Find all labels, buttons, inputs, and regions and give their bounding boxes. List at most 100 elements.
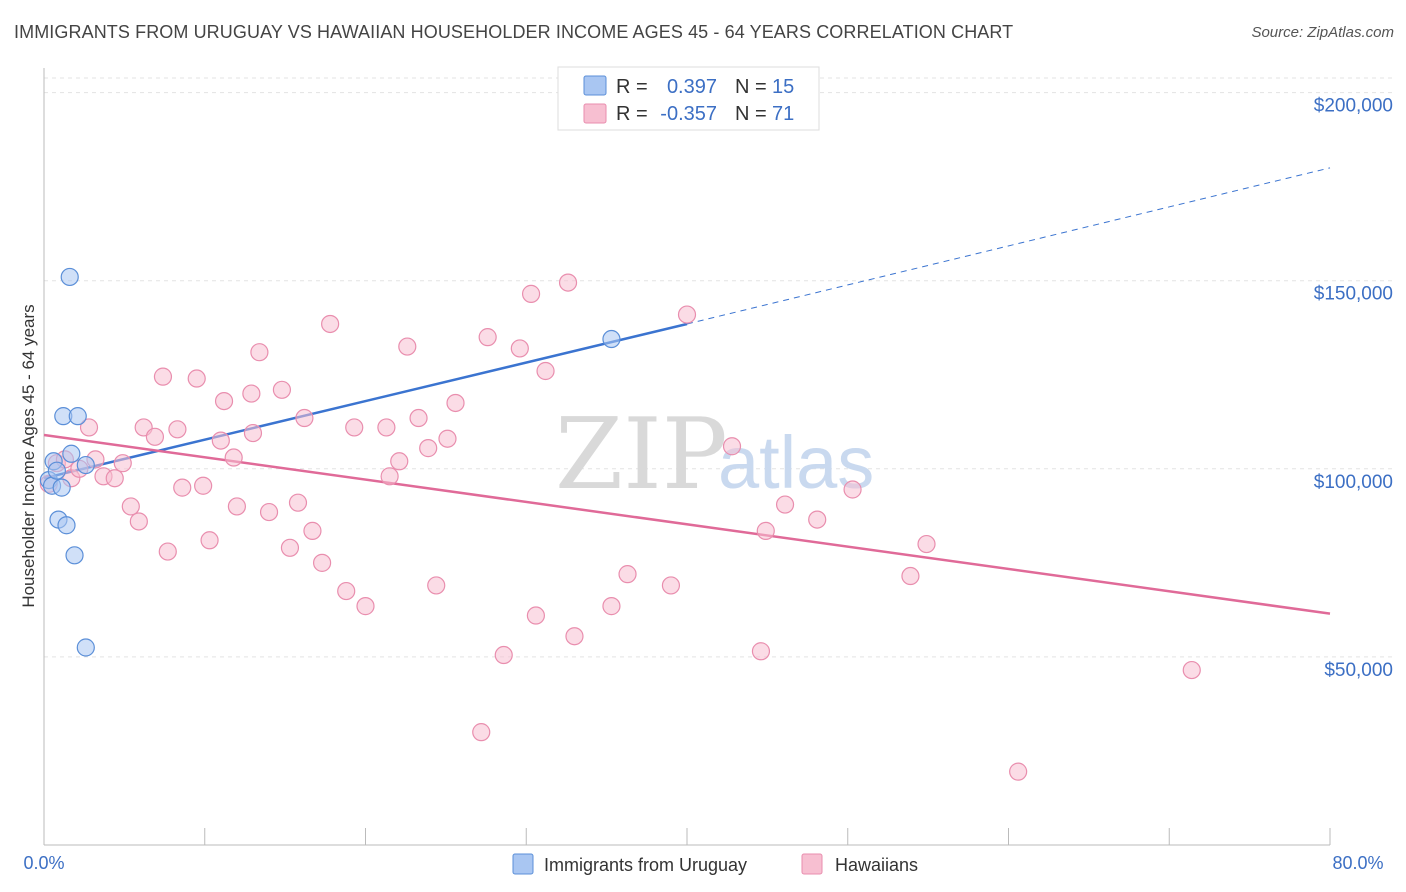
legend-swatch-bottom-uruguay	[512, 853, 534, 875]
legend-label-hawaiians: Hawaiians	[835, 855, 918, 875]
point-hawaiians	[398, 337, 417, 356]
point-hawaiians	[775, 495, 795, 514]
point-uruguay	[62, 444, 81, 463]
series-legend: Immigrants from Uruguay Hawaiians	[512, 853, 918, 875]
point-hawaiians	[129, 512, 148, 531]
point-hawaiians	[419, 439, 438, 458]
y-tick-label: $100,000	[1314, 472, 1393, 493]
legend-swatch-bottom-hawaiians	[801, 853, 823, 875]
point-hawaiians	[901, 566, 920, 586]
point-hawaiians	[843, 480, 862, 499]
point-hawaiians	[105, 469, 124, 488]
watermark-zip: ZIP	[555, 398, 728, 512]
point-hawaiians	[250, 343, 269, 362]
point-hawaiians	[494, 645, 513, 665]
point-uruguay	[65, 546, 84, 565]
y-tick-label: $150,000	[1314, 284, 1393, 305]
point-uruguay	[602, 329, 621, 349]
trend-line-uruguay	[43, 322, 688, 480]
trend-line-hawaiians	[43, 433, 1331, 615]
point-hawaiians	[380, 467, 399, 486]
legend-r-value-hawaiians: -0.357	[660, 103, 717, 125]
point-hawaiians	[427, 576, 446, 595]
trend-lines	[43, 167, 1331, 615]
point-hawaiians	[565, 627, 584, 646]
point-uruguay	[47, 461, 66, 480]
point-hawaiians	[79, 418, 99, 437]
point-hawaiians	[446, 393, 465, 413]
point-hawaiians	[677, 305, 697, 324]
point-hawaiians	[242, 384, 261, 403]
gridlines	[44, 77, 1395, 658]
point-hawaiians	[390, 452, 409, 471]
point-hawaiians	[224, 448, 243, 467]
point-hawaiians	[173, 478, 192, 497]
legend-swatch-uruguay	[583, 75, 607, 96]
point-hawaiians	[194, 476, 213, 495]
legend-label-uruguay: Immigrants from Uruguay	[544, 855, 747, 875]
point-hawaiians	[356, 597, 375, 616]
point-hawaiians	[211, 431, 230, 450]
point-hawaiians	[187, 369, 206, 388]
point-hawaiians	[295, 408, 314, 428]
point-hawaiians	[756, 521, 775, 540]
point-hawaiians	[121, 497, 140, 516]
point-uruguay	[60, 267, 79, 287]
y-tick-label: $200,000	[1314, 96, 1393, 117]
point-uruguay	[57, 516, 76, 535]
point-hawaiians	[200, 531, 219, 550]
point-hawaiians	[602, 597, 621, 616]
point-hawaiians	[321, 314, 340, 334]
scatter-points	[39, 267, 1201, 781]
point-hawaiians	[661, 576, 681, 595]
legend-n-value-uruguay: 15	[772, 76, 794, 98]
legend-r-label-hawaiians: R =	[616, 103, 648, 125]
point-hawaiians	[917, 534, 936, 554]
legend-n-value-hawaiians: 71	[772, 103, 794, 125]
legend-n-label-uruguay: N =	[735, 76, 767, 98]
point-hawaiians	[521, 284, 541, 303]
point-hawaiians	[377, 418, 396, 437]
legend-r-value-uruguay: 0.397	[667, 76, 717, 98]
point-hawaiians	[478, 328, 497, 347]
point-hawaiians	[345, 418, 364, 437]
point-hawaiians	[751, 642, 771, 661]
point-hawaiians	[259, 502, 279, 522]
chart-title: IMMIGRANTS FROM URUGUAY VS HAWAIIAN HOUS…	[14, 22, 1014, 42]
point-hawaiians	[113, 454, 132, 473]
point-hawaiians	[438, 429, 457, 448]
point-hawaiians	[510, 339, 529, 358]
point-uruguay	[76, 638, 95, 657]
legend-swatch-hawaiians	[583, 103, 607, 124]
point-hawaiians	[1009, 762, 1028, 781]
x-axis-ticks	[204, 828, 1331, 845]
trend-line-uruguay-extension	[686, 167, 1331, 325]
point-hawaiians	[145, 427, 165, 446]
point-hawaiians	[618, 565, 637, 584]
x-tick-label-max: 80.0%	[1332, 853, 1383, 873]
point-hawaiians	[288, 493, 308, 512]
point-hawaiians	[243, 423, 263, 443]
point-hawaiians	[808, 510, 827, 529]
point-hawaiians	[303, 521, 322, 540]
point-hawaiians	[536, 361, 555, 381]
legend-n-label-hawaiians: N =	[735, 103, 767, 125]
point-hawaiians	[158, 542, 177, 561]
point-hawaiians	[272, 380, 292, 399]
point-hawaiians	[409, 408, 428, 428]
legend-r-label-uruguay: R =	[616, 76, 648, 98]
point-hawaiians	[472, 723, 491, 742]
correlation-legend: R = 0.397 N = 15 R = -0.357 N = 71	[557, 66, 820, 131]
y-axis-tick-labels: $50,000 $100,000 $150,000 $200,000	[1314, 96, 1393, 681]
point-uruguay	[52, 478, 71, 497]
point-uruguay	[68, 407, 87, 426]
point-hawaiians	[722, 437, 742, 456]
y-tick-label: $50,000	[1324, 660, 1393, 681]
point-hawaiians	[153, 367, 173, 386]
point-hawaiians	[312, 553, 332, 572]
point-hawaiians	[227, 497, 246, 516]
x-tick-label-min: 0.0%	[23, 853, 64, 873]
point-hawaiians	[526, 606, 545, 625]
source-label: Source: ZipAtlas.com	[1251, 24, 1394, 41]
